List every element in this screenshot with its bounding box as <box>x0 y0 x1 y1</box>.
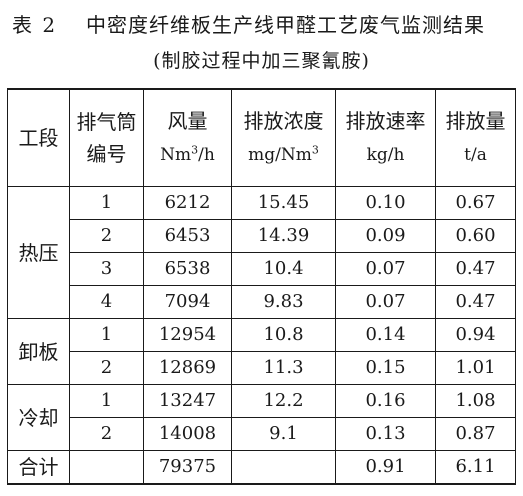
table-row: 2 14008 9.1 0.13 0.87 <box>8 417 516 451</box>
rate-cell: 0.07 <box>335 252 436 286</box>
table-title: 中密度纤维板生产线甲醛工艺废气监测结果 <box>86 13 485 37</box>
amount-cell: 0.47 <box>435 252 516 286</box>
total-flow: 79375 <box>143 450 232 485</box>
total-stack-cell <box>69 450 144 485</box>
header-segment: 工段 <box>7 88 70 187</box>
header-amount: 排放量 t/a <box>435 88 516 187</box>
amount-cell: 0.60 <box>435 219 516 253</box>
amount-cell: 0.94 <box>435 318 516 352</box>
flow-cell: 14008 <box>143 417 232 451</box>
header-rate: 排放速率 kg/h <box>335 88 436 187</box>
concentration-cell: 15.45 <box>231 186 336 220</box>
stack-cell: 2 <box>69 351 144 385</box>
concentration-cell: 11.3 <box>231 351 336 385</box>
table-row: 3 6538 10.4 0.07 0.47 <box>8 252 516 286</box>
flow-cell: 6453 <box>143 219 232 253</box>
amount-cell: 0.47 <box>435 285 516 319</box>
stack-cell: 1 <box>69 318 144 352</box>
stack-cell: 4 <box>69 285 144 319</box>
table-number: 表 2 <box>12 13 58 37</box>
concentration-cell: 14.39 <box>231 219 336 253</box>
rate-cell: 0.14 <box>335 318 436 352</box>
segment-cell: 热压 <box>7 186 70 319</box>
segment-cell: 卸板 <box>7 318 70 385</box>
monitoring-results-table: 工段 排气筒 编号 风量 Nm3/h 排放浓度 mg/Nm3 排放速率 kg/h 排放量… <box>7 88 516 485</box>
flow-cell: 7094 <box>143 285 232 319</box>
concentration-cell: 9.83 <box>231 285 336 319</box>
total-row: 合计 79375 0.91 6.11 <box>7 450 516 485</box>
flow-cell: 12954 <box>143 318 232 352</box>
rate-cell: 0.10 <box>335 186 436 220</box>
concentration-cell: 12.2 <box>231 384 336 418</box>
header-concentration: 排放浓度 mg/Nm3 <box>231 88 336 187</box>
rate-cell: 0.07 <box>335 285 436 319</box>
concentration-cell: 10.8 <box>231 318 336 352</box>
stack-cell: 2 <box>69 417 144 451</box>
total-concentration-cell <box>231 450 336 485</box>
header-flow: 风量 Nm3/h <box>143 88 232 187</box>
flow-cell: 6538 <box>143 252 232 286</box>
table-caption: 表 2 中密度纤维板生产线甲醛工艺废气监测结果 <box>0 8 523 42</box>
flow-cell: 6212 <box>143 186 232 220</box>
table-row: 2 6453 14.39 0.09 0.60 <box>8 219 516 253</box>
table-subtitle-row: (制胶过程中加三聚氰胺) <box>0 46 523 76</box>
table-row: 卸板 1 12954 10.8 0.14 0.94 <box>7 318 516 385</box>
amount-cell: 1.01 <box>435 351 516 385</box>
segment-cell: 冷却 <box>7 384 70 451</box>
rate-cell: 0.09 <box>335 219 436 253</box>
rate-cell: 0.15 <box>335 351 436 385</box>
concentration-cell: 10.4 <box>231 252 336 286</box>
stack-cell: 1 <box>69 186 144 220</box>
stack-cell: 3 <box>69 252 144 286</box>
table-row: 4 7094 9.83 0.07 0.47 <box>8 285 516 319</box>
rate-cell: 0.16 <box>335 384 436 418</box>
amount-cell: 1.08 <box>435 384 516 418</box>
concentration-cell: 9.1 <box>231 417 336 451</box>
total-label: 合计 <box>7 450 70 485</box>
table-row: 冷却 1 13247 12.2 0.16 1.08 <box>7 384 516 451</box>
flow-cell: 13247 <box>143 384 232 418</box>
table-row: 热压 1 6212 15.45 0.10 0.67 <box>7 186 516 319</box>
stack-cell: 1 <box>69 384 144 418</box>
header-stack: 排气筒 编号 <box>69 88 144 187</box>
header-row: 工段 排气筒 编号 风量 Nm3/h 排放浓度 mg/Nm3 排放速率 kg/h 排放量… <box>7 88 516 187</box>
total-amount: 6.11 <box>435 450 516 485</box>
stack-cell: 2 <box>69 219 144 253</box>
table-subtitle: (制胶过程中加三聚氰胺) <box>153 50 370 72</box>
flow-cell: 12869 <box>143 351 232 385</box>
amount-cell: 0.67 <box>435 186 516 220</box>
rate-cell: 0.13 <box>335 417 436 451</box>
total-rate: 0.91 <box>335 450 436 485</box>
table-row: 2 12869 11.3 0.15 1.01 <box>8 351 516 385</box>
amount-cell: 0.87 <box>435 417 516 451</box>
